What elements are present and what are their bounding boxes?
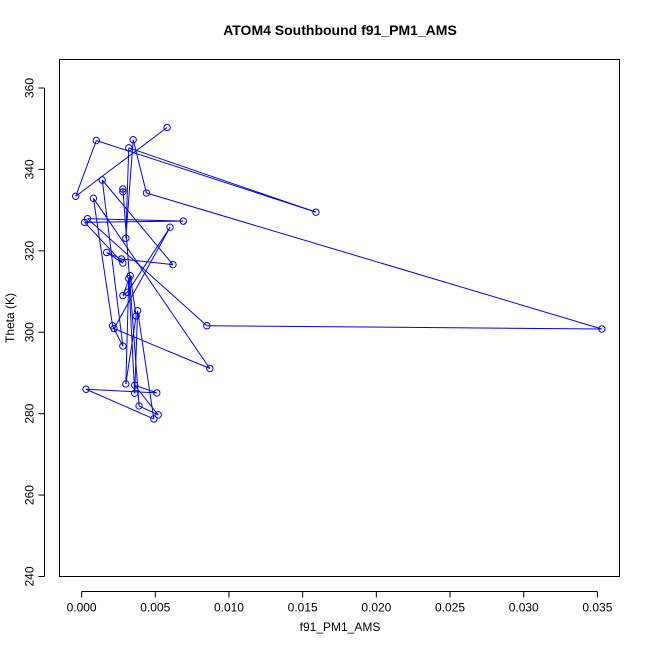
series-segment — [125, 315, 137, 385]
data-point — [72, 192, 80, 200]
series-segment — [106, 252, 122, 260]
plot-frame — [59, 59, 620, 577]
data-point — [125, 144, 133, 152]
series-segment — [125, 147, 130, 239]
series-segment — [122, 291, 128, 297]
data-point — [130, 381, 139, 389]
plot-area — [72, 123, 606, 423]
y-tick-label: 340 — [23, 159, 37, 179]
data-point — [122, 380, 130, 388]
series-segment — [86, 388, 157, 394]
x-tick-label: 0.000 — [67, 601, 97, 615]
data-point — [119, 342, 127, 350]
data-point — [206, 364, 214, 373]
y-tick-label: 300 — [23, 322, 37, 342]
data-point — [122, 234, 130, 242]
y-tick-label: 360 — [23, 78, 37, 98]
x-tick-label: 0.015 — [288, 601, 318, 615]
data-point — [129, 135, 137, 144]
data-point — [169, 260, 177, 269]
data-point — [312, 208, 320, 216]
data-point — [117, 255, 126, 263]
series-segment — [85, 388, 155, 420]
x-axis-label: f91_PM1_AMS — [300, 620, 381, 634]
series-segment — [126, 226, 171, 293]
data-point — [150, 415, 158, 423]
data-point — [119, 291, 127, 300]
data-point — [133, 306, 142, 315]
series-segment — [134, 310, 139, 394]
data-point — [130, 389, 139, 398]
series-segment — [125, 278, 130, 384]
x-tick-label: 0.025 — [435, 601, 465, 615]
series-segment — [128, 147, 317, 213]
data-point — [142, 189, 151, 197]
series-segment — [113, 226, 171, 329]
x-axis: 0.000 0.005 0.010 0.015 0.020 0.025 0.030 0.035 — [67, 591, 613, 615]
data-point — [154, 411, 162, 419]
series-segment — [92, 198, 114, 326]
y-tick-label: 320 — [23, 240, 37, 260]
data-point — [598, 325, 606, 333]
data-point — [80, 218, 89, 227]
series-segment — [84, 220, 184, 223]
series-segment — [206, 325, 602, 330]
y-tick-label: 240 — [23, 566, 37, 586]
y-axis-label: Theta (K) — [3, 293, 17, 343]
y-axis: 240 260 280 300 320 340 360 — [23, 78, 45, 587]
data-point — [110, 324, 118, 333]
data-point — [102, 248, 111, 257]
data-point — [166, 223, 174, 231]
data-point — [153, 389, 161, 397]
data-point — [119, 188, 127, 196]
series-segment — [87, 218, 208, 327]
data-point — [135, 402, 143, 410]
series-segment — [113, 328, 211, 369]
series-segment — [92, 198, 211, 369]
series-segment — [122, 188, 140, 406]
series-segment — [132, 139, 147, 194]
x-tick-label: 0.020 — [361, 601, 391, 615]
series-segment — [75, 140, 97, 197]
data-point — [132, 312, 140, 320]
series-segment — [134, 384, 157, 394]
chart-title: ATOM4 Southbound f91_PM1_AMS — [223, 22, 457, 38]
x-tick-label: 0.010 — [214, 601, 244, 615]
series-segment — [128, 278, 136, 394]
x-tick-label: 0.005 — [140, 601, 170, 615]
series-segment — [125, 139, 134, 239]
data-point — [119, 259, 127, 267]
y-tick-label: 280 — [23, 403, 37, 423]
data-point — [125, 274, 133, 283]
data-point — [179, 217, 187, 225]
data-point — [89, 194, 98, 203]
x-tick-label: 0.035 — [582, 601, 612, 615]
series-segment — [101, 179, 174, 265]
series-segment — [75, 127, 168, 197]
series-segment — [137, 310, 155, 420]
data-point — [163, 123, 171, 132]
data-point — [203, 322, 211, 330]
data-point — [92, 136, 101, 145]
x-tick-label: 0.030 — [509, 601, 539, 615]
series-segment — [146, 192, 602, 330]
data-point — [82, 385, 90, 393]
series-segment — [134, 384, 159, 416]
data-point — [119, 185, 127, 193]
series-segment — [96, 140, 317, 213]
y-tick-label: 260 — [23, 485, 37, 505]
data-point — [98, 176, 106, 184]
